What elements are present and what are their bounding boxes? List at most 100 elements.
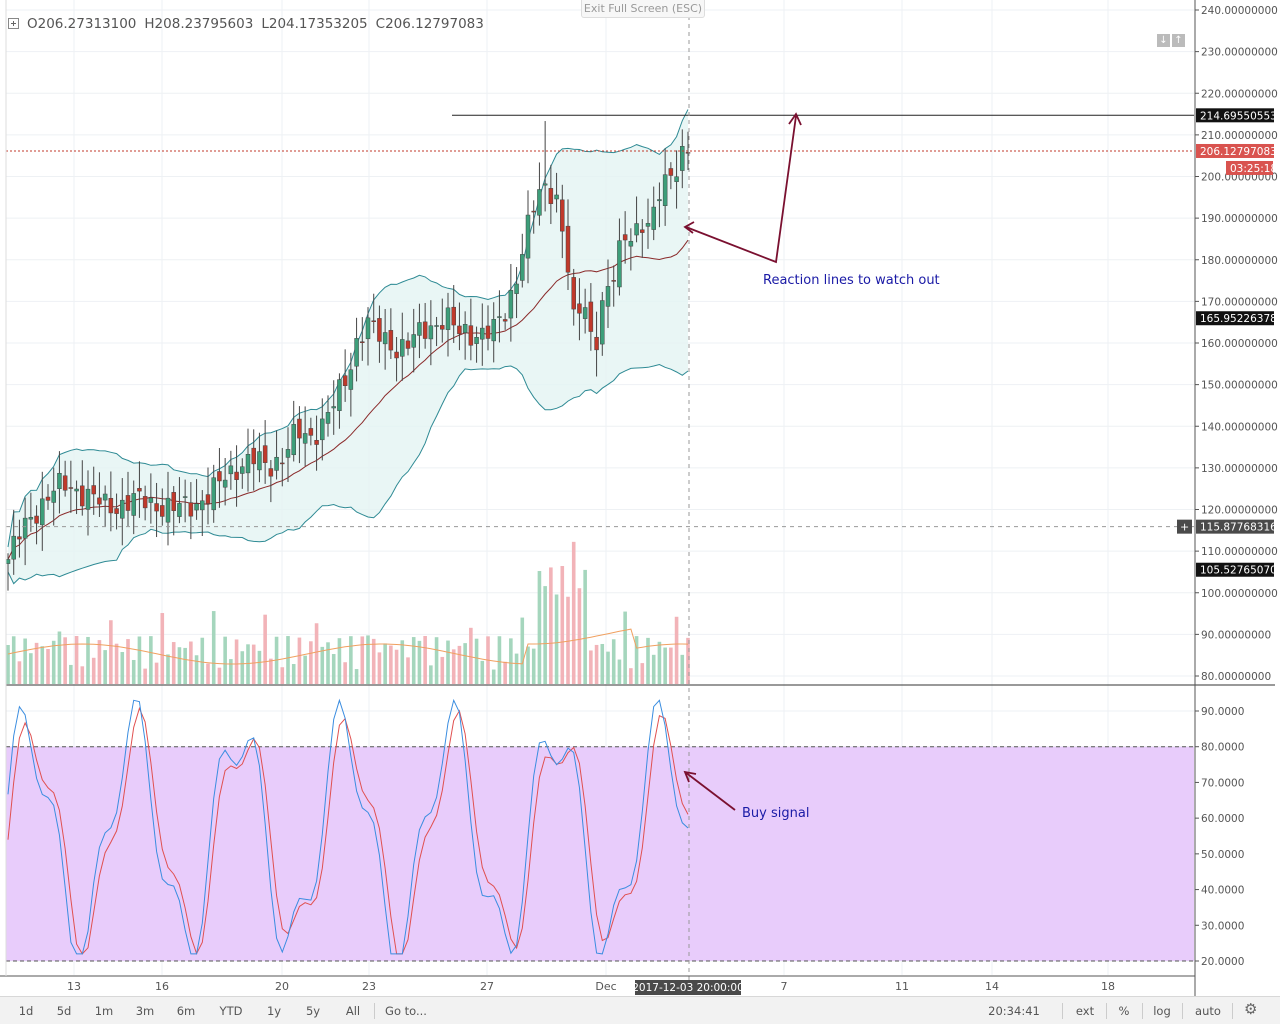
candle-body <box>668 168 674 176</box>
volume-bar <box>411 637 416 684</box>
arrow-down-icon[interactable]: ↓ <box>1157 34 1170 47</box>
add-alert-icon <box>1177 519 1192 534</box>
volume-bar <box>29 653 33 684</box>
candle-body <box>234 471 239 480</box>
candle-body <box>360 341 365 343</box>
candle-body <box>114 508 119 514</box>
ohlc-high: H208.23795603 <box>144 16 254 32</box>
candle-body <box>314 440 319 445</box>
stochastic-overbought-oversold-band <box>6 746 1194 961</box>
volume-bar <box>17 661 22 684</box>
candle-body <box>45 496 51 501</box>
candlesticks <box>5 121 691 591</box>
range-all[interactable]: All <box>345 1004 361 1018</box>
candle-body <box>531 210 536 213</box>
volume-bar <box>503 661 507 684</box>
candle-body <box>628 240 634 247</box>
volume-bar <box>537 571 542 684</box>
candle-body <box>182 496 188 498</box>
goto-button[interactable]: Go to... <box>385 1004 427 1018</box>
volume-bar <box>326 642 330 684</box>
volume-bar <box>566 596 570 684</box>
time-tick-label: 18 <box>1101 980 1115 993</box>
volume-bar <box>520 617 525 684</box>
log-toggle[interactable]: log <box>1153 1004 1171 1018</box>
utc-clock[interactable]: 20:34:41 (UTC) <box>988 1004 1040 1018</box>
range-1m[interactable]: 1m <box>94 1004 114 1018</box>
candle-body <box>605 286 611 307</box>
countdown-badge-bg <box>1226 160 1273 175</box>
candle-body <box>491 319 496 342</box>
candle-body <box>348 369 354 390</box>
candle-body <box>565 225 571 273</box>
volume-bar <box>217 667 222 684</box>
candle-body <box>331 406 336 409</box>
osc-tick-label: 70.0000 <box>1201 777 1244 789</box>
candle-body <box>445 307 451 330</box>
candle-body <box>102 493 108 501</box>
volume-bar <box>297 637 302 684</box>
candle-body <box>160 505 165 517</box>
volume-bar <box>594 644 599 684</box>
stochastic-band <box>6 746 1194 962</box>
volume-bar <box>343 662 347 684</box>
candle-body <box>451 306 456 326</box>
volume-bar <box>257 650 262 684</box>
volume-bar <box>669 647 673 684</box>
exit-fullscreen-button[interactable]: Exit Full Screen (ESC) <box>581 0 705 18</box>
candle-body <box>411 334 416 348</box>
percent-toggle[interactable]: % <box>1118 1004 1130 1018</box>
auto-toggle[interactable]: auto <box>1195 1004 1221 1018</box>
volume-bar <box>474 638 479 684</box>
price-tick-label: 110.00000000 <box>1201 546 1278 558</box>
candle-body <box>594 336 599 351</box>
volume-bar <box>234 639 239 684</box>
volume-bar <box>377 652 382 684</box>
bottom-toolbar: 1d 5d 1m 3m 6m YTD 1y 5y All Go to... 20… <box>0 996 1280 1024</box>
level-badge-bg <box>1196 311 1274 326</box>
collapse-toggle-icon[interactable] <box>8 18 19 29</box>
range-5d[interactable]: 5d <box>56 1004 72 1018</box>
volume-bar <box>686 637 690 684</box>
candle-body <box>405 340 411 349</box>
candle-body <box>422 321 428 339</box>
buy-signal-arrowhead <box>683 770 697 783</box>
volume-bars <box>6 541 1275 686</box>
volume-bar <box>446 640 450 684</box>
candle-body <box>262 445 268 463</box>
candle-body <box>291 424 296 456</box>
range-1y[interactable]: 1y <box>266 1004 282 1018</box>
candle-body <box>148 497 154 503</box>
ext-toggle[interactable]: ext <box>1075 1004 1095 1018</box>
candle-body <box>428 325 434 340</box>
settings-gear-icon[interactable]: ⚙ <box>1244 1000 1258 1018</box>
time-tick-label: 20 <box>275 980 289 993</box>
buy-signal-arrow <box>684 771 736 811</box>
range-6m[interactable]: 6m <box>176 1004 196 1018</box>
arrow-up-icon[interactable]: ↑ <box>1172 34 1185 47</box>
candle-body <box>588 301 594 332</box>
candle-body <box>200 500 205 511</box>
volume-bar <box>560 566 565 684</box>
range-1d[interactable]: 1d <box>18 1004 34 1018</box>
candle-body <box>502 319 508 322</box>
range-5y[interactable]: 5y <box>305 1004 321 1018</box>
range-3m[interactable]: 3m <box>135 1004 155 1018</box>
candle-body <box>28 517 34 520</box>
volume-bar <box>229 659 233 684</box>
volume-bar <box>91 657 96 684</box>
range-ytd[interactable]: YTD <box>219 1004 243 1018</box>
volume-bar <box>166 654 170 684</box>
volume-bar <box>611 639 616 684</box>
candle-body <box>251 447 256 465</box>
drawing-lines <box>6 0 1194 980</box>
candle-body <box>662 174 668 206</box>
candle-body <box>525 214 531 259</box>
time-tick-label: 23 <box>362 980 376 993</box>
price-tick-label: 240.00000000 <box>1201 5 1278 17</box>
stochastic-d-line <box>7 706 689 955</box>
price-tick-label: 230.00000000 <box>1201 47 1278 59</box>
toolbar-divider <box>1142 1003 1143 1019</box>
candle-body <box>622 234 628 241</box>
